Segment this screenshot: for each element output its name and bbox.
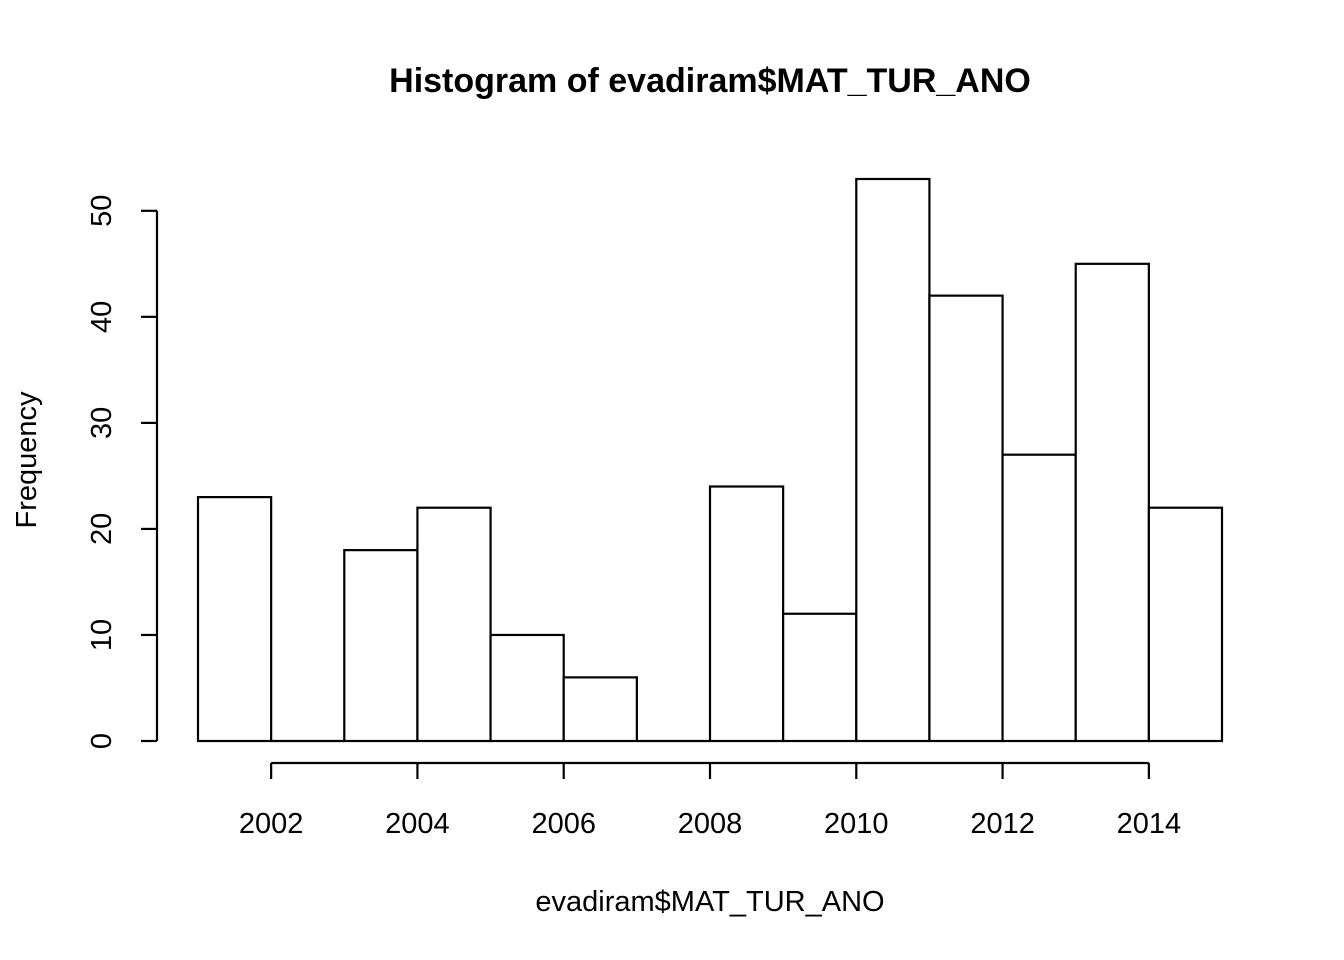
y-tick-label: 50 — [86, 195, 118, 227]
x-axis: 2002 2004 2006 2008 2010 2012 2014 — [239, 761, 1182, 840]
x-tick-label: 2004 — [385, 808, 450, 840]
x-tick-label: 2010 — [824, 808, 889, 840]
x-tick-label: 2008 — [678, 808, 743, 840]
x-tick-label: 2014 — [1117, 808, 1182, 840]
y-tick-label: 0 — [86, 733, 118, 749]
y-tick-label: 30 — [86, 407, 118, 439]
histogram-bar — [562, 676, 638, 743]
histogram-bar — [782, 612, 858, 743]
histogram-bar — [855, 177, 931, 743]
histogram-bar — [489, 633, 565, 743]
histogram-bar — [416, 506, 492, 743]
x-tick-label: 2012 — [970, 808, 1035, 840]
x-axis-title: evadiram$MAT_TUR_ANO — [535, 886, 884, 918]
histogram-bar — [708, 485, 785, 743]
y-tick-label: 40 — [86, 301, 118, 333]
y-tick-label: 10 — [86, 619, 118, 651]
y-axis-title: Frequency — [11, 391, 43, 529]
y-axis: 0 10 20 30 40 50 — [86, 195, 159, 749]
y-tick-label: 20 — [86, 513, 118, 545]
histogram-bar — [1074, 262, 1150, 743]
histogram-bar — [1147, 506, 1224, 743]
x-tick-label: 2006 — [531, 808, 596, 840]
histogram-bar — [343, 549, 419, 743]
x-tick-label: 2002 — [239, 808, 304, 840]
histogram-bar — [1001, 453, 1077, 743]
chart-title: Histogram of evadiram$MAT_TUR_ANO — [389, 62, 1031, 100]
bars-group — [196, 177, 1224, 743]
histogram-bar — [928, 294, 1004, 743]
histogram-bar — [196, 496, 273, 743]
